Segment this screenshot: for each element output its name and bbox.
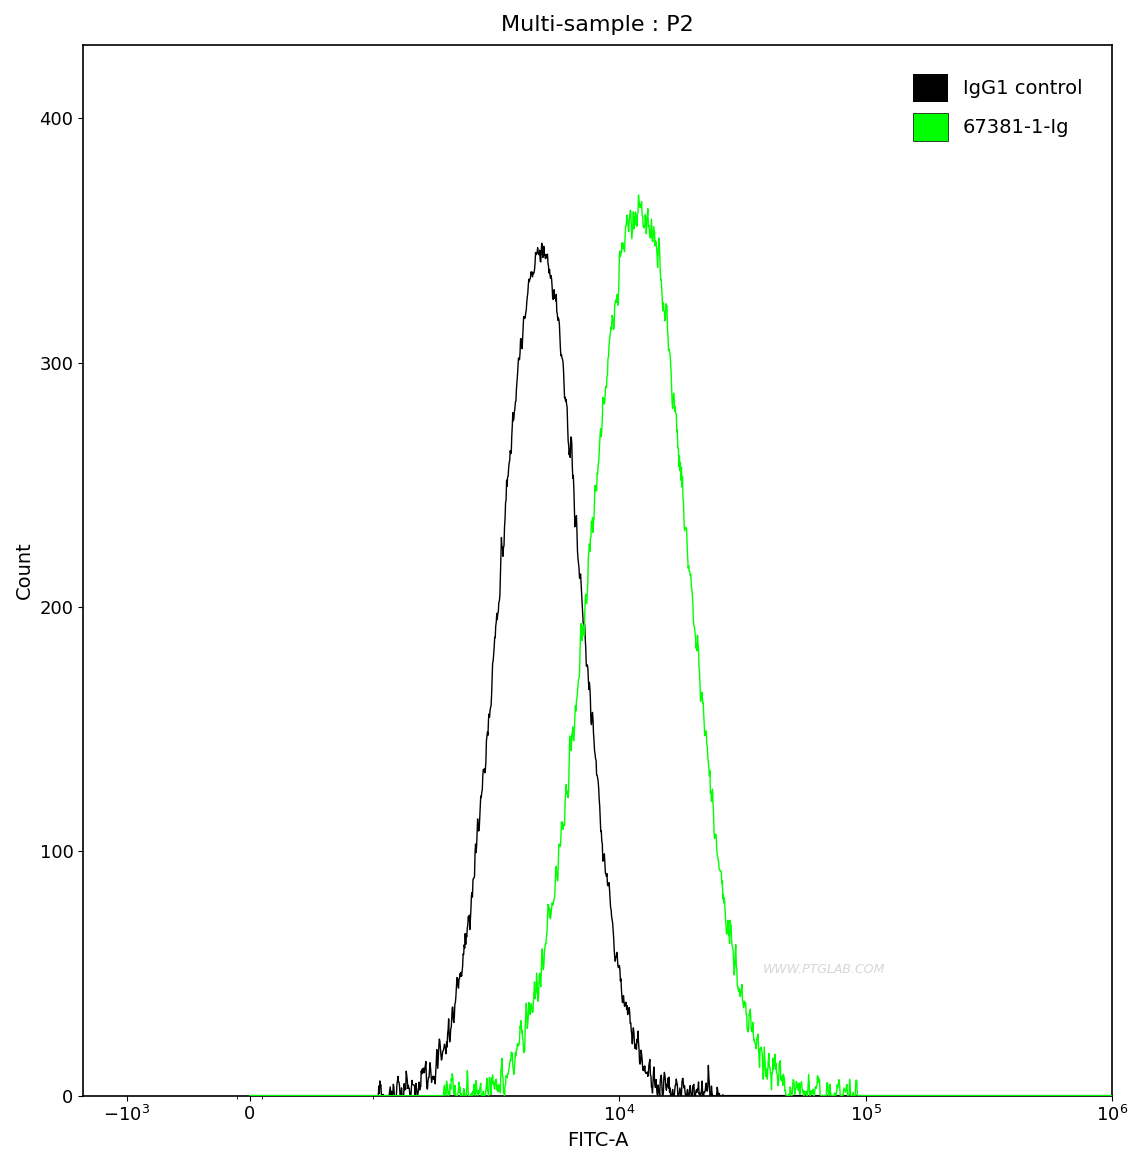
Title: Multi-sample : P2: Multi-sample : P2 [501, 15, 694, 35]
Text: WWW.PTGLAB.COM: WWW.PTGLAB.COM [762, 963, 885, 976]
Y-axis label: Count: Count [15, 542, 34, 599]
X-axis label: FITC-A: FITC-A [567, 1131, 629, 1150]
Legend: IgG1 control, 67381-1-Ig: IgG1 control, 67381-1-Ig [893, 55, 1102, 161]
